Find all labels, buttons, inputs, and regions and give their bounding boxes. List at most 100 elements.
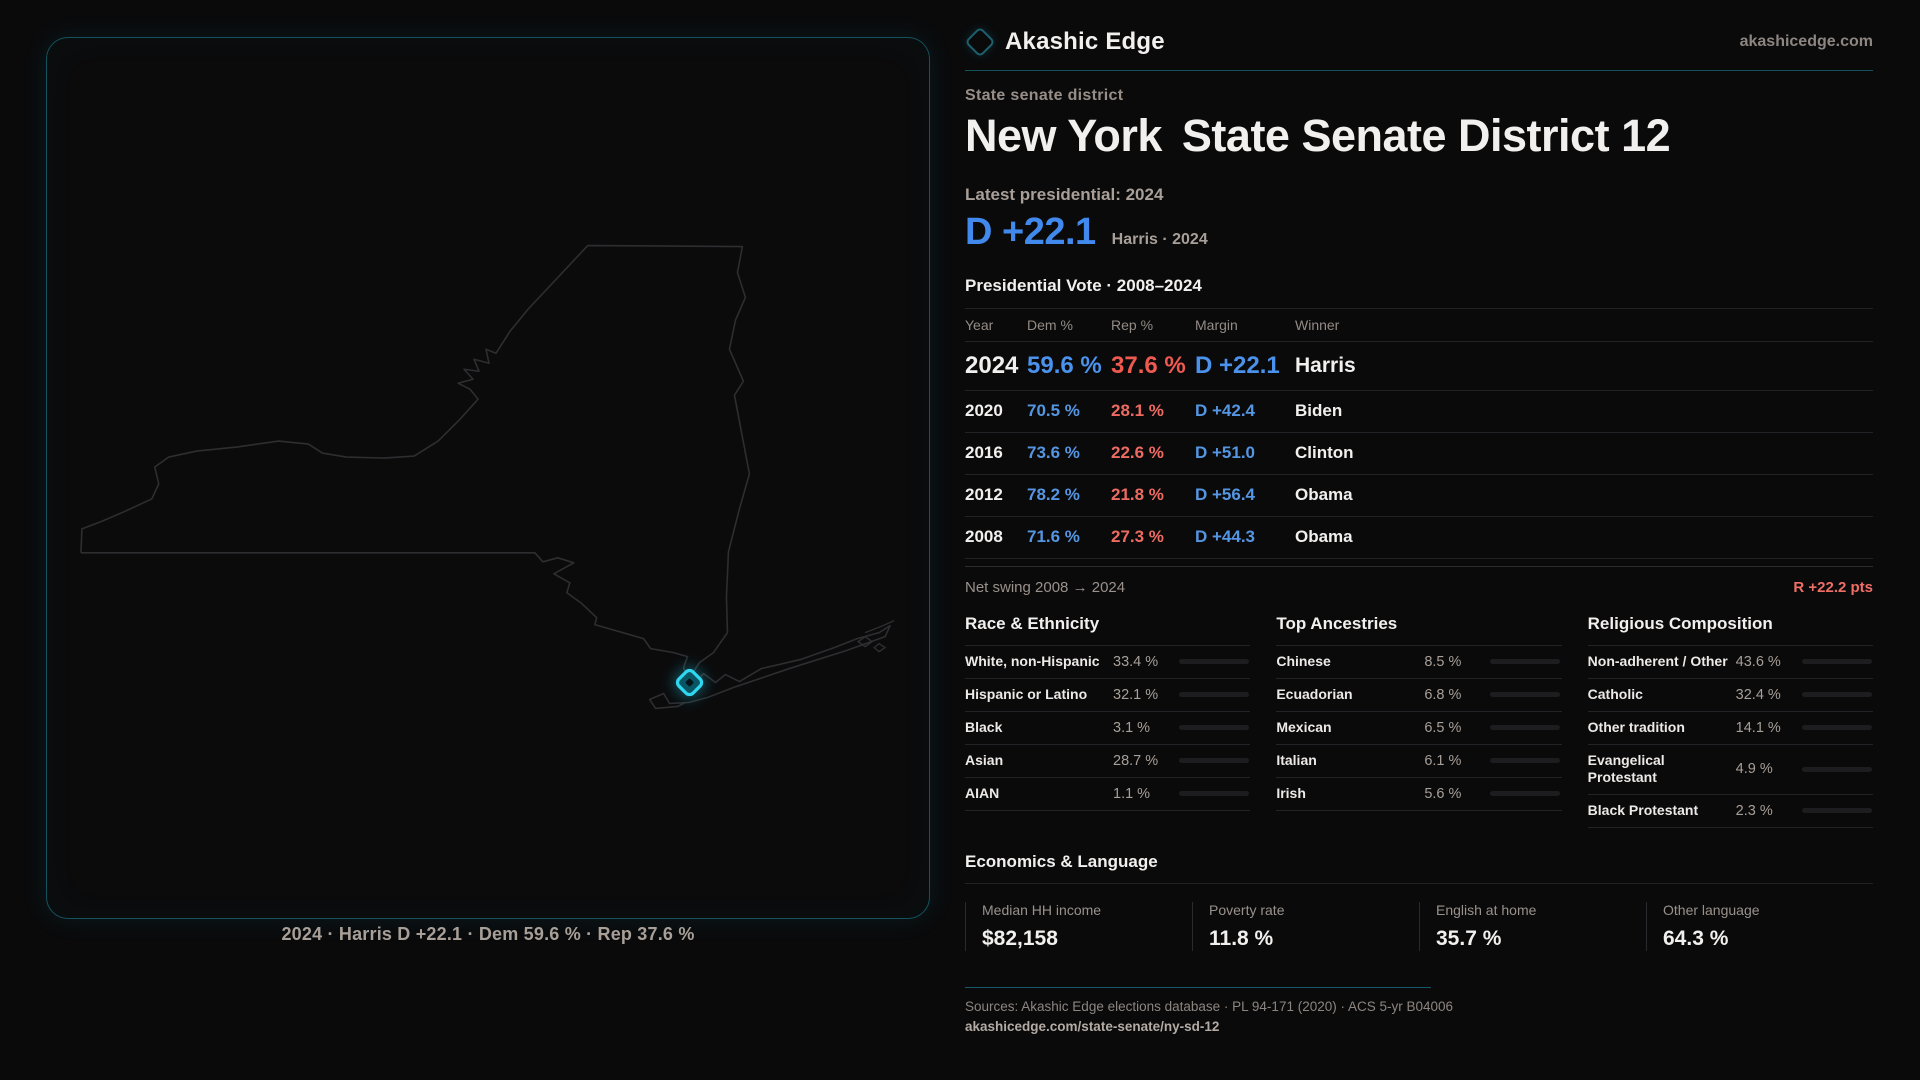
brand-name: Akashic Edge	[1005, 28, 1165, 55]
demo-value: 6.8 %	[1424, 686, 1462, 703]
cell-rep-pct: 27.3 %	[1111, 527, 1164, 547]
demo-bar-track	[1801, 692, 1872, 698]
col-dem: Dem %	[1027, 316, 1073, 333]
cell-rep-pct: 28.1 %	[1111, 401, 1164, 421]
title-state: New York	[965, 110, 1162, 161]
cell-year: 2016	[965, 443, 1003, 463]
stat-cell: Other language 64.3 %	[1646, 901, 1873, 951]
net-swing-row: Net swing 2008 → 2024 R +22.2 pts	[965, 579, 1873, 596]
list-item: Irish 5.6 %	[1276, 778, 1562, 811]
list-item: Asian 28.7 %	[965, 745, 1251, 778]
col-winner: Winner	[1295, 316, 1340, 333]
latest-presidential-label: Latest presidential: 2024	[965, 184, 1164, 204]
cell-dem-pct: 71.6 %	[1027, 527, 1080, 547]
table-row[interactable]: 2012 78.2 % 21.8 % D +56.4 Obama	[965, 475, 1873, 517]
brand-diamond-icon	[964, 26, 996, 58]
new-york-state-map[interactable]	[47, 38, 929, 918]
cell-margin: D +51.0	[1195, 443, 1256, 463]
demo-bar-track	[1179, 791, 1249, 797]
list-item: Other tradition 14.1 %	[1587, 712, 1873, 745]
demo-value: 32.4 %	[1735, 686, 1781, 703]
demo-label: AIAN	[965, 785, 1000, 802]
list-item: AIAN 1.1 %	[965, 778, 1251, 811]
list-item: Italian 6.1 %	[1276, 745, 1562, 778]
demo-bar-track	[1179, 758, 1249, 764]
demo-label: Italian	[1276, 752, 1317, 769]
demo-label: Catholic	[1587, 686, 1643, 703]
list-item: Mexican 6.5 %	[1276, 712, 1562, 745]
demo-value: 8.5 %	[1424, 653, 1462, 670]
list-item: White, non-Hispanic 33.4 %	[965, 646, 1251, 679]
cell-dem-pct: 70.5 %	[1027, 401, 1080, 421]
col-rep: Rep %	[1111, 316, 1154, 333]
list-item: Black 3.1 %	[965, 712, 1251, 745]
demo-value: 1.1 %	[1113, 785, 1151, 802]
sources-text: Sources: Akashic Edge elections database…	[965, 998, 1454, 1014]
stat-value: $82,158	[982, 926, 1058, 950]
demo-bar-track	[1801, 659, 1872, 665]
demo-value: 6.5 %	[1424, 719, 1462, 736]
demo-value: 4.9 %	[1735, 761, 1773, 778]
table-row[interactable]: 2024 59.6 % 37.6 % D +22.1 Harris	[965, 342, 1873, 391]
section-top-ancestries: Top Ancestries Chinese 8.5 % Ecuadorian …	[1276, 614, 1562, 828]
demo-value: 14.1 %	[1735, 719, 1781, 736]
demographics-grid: Race & Ethnicity White, non-Hispanic 33.…	[965, 614, 1873, 828]
district-marker	[673, 666, 706, 699]
demo-label: White, non-Hispanic	[965, 653, 1100, 670]
demo-label: Black Protestant	[1587, 802, 1699, 819]
demo-bar-track	[1179, 692, 1249, 698]
cell-rep-pct: 21.8 %	[1111, 485, 1164, 505]
demo-value: 43.6 %	[1735, 653, 1781, 670]
stat-value: 35.7 %	[1436, 926, 1502, 950]
presidential-vote-table: Year Dem % Rep % Margin Winner 2024 59.6…	[965, 307, 1873, 559]
cell-winner: Biden	[1295, 401, 1343, 421]
demo-value: 32.1 %	[1113, 686, 1159, 703]
permalink-url[interactable]: akashicedge.com/state-senate/ny-sd-12	[965, 1018, 1220, 1034]
table-bottom-divider	[965, 565, 1873, 567]
col-year: Year	[965, 316, 994, 333]
net-swing-label: Net swing 2008 → 2024	[965, 578, 1126, 596]
cell-year: 2020	[965, 401, 1003, 421]
headline-margin-value: D +22.1	[965, 210, 1096, 253]
net-swing-value: R +22.2 pts	[1793, 578, 1873, 596]
demo-label: Black	[965, 719, 1003, 736]
footer-divider	[965, 986, 1431, 988]
headline-margin-row: D +22.1 Harris · 2024	[965, 211, 1873, 254]
ny-outline-main	[80, 244, 751, 684]
demo-label: Other tradition	[1587, 719, 1685, 736]
demo-bar-track	[1490, 725, 1561, 731]
stat-cell: English at home 35.7 %	[1419, 901, 1646, 951]
vote-table-body: 2024 59.6 % 37.6 % D +22.1 Harris 2020 7…	[965, 342, 1873, 559]
page-title: New York State Senate District 12	[965, 113, 1873, 159]
cell-winner: Obama	[1295, 527, 1353, 547]
district-report: Akashic Edge akashicedge.com State senat…	[964, 26, 1873, 1034]
demo-label: Hispanic or Latino	[965, 686, 1088, 703]
vote-table-title: Presidential Vote · 2008–2024	[965, 275, 1202, 295]
demo-value: 5.6 %	[1424, 785, 1462, 802]
brand-site-link[interactable]: akashicedge.com	[1739, 33, 1873, 50]
table-row[interactable]: 2008 71.6 % 27.3 % D +44.3 Obama	[965, 517, 1873, 559]
map-caption: 2024 · Harris D +22.1 · Dem 59.6 % · Rep…	[281, 924, 695, 944]
list-item: Hispanic or Latino 32.1 %	[965, 679, 1251, 712]
demo-value: 33.4 %	[1113, 653, 1159, 670]
section-race-ethnicity: Race & Ethnicity White, non-Hispanic 33.…	[965, 614, 1251, 828]
demo-value: 3.1 %	[1113, 719, 1151, 736]
list-item: Ecuadorian 6.8 %	[1276, 679, 1562, 712]
demo-bar-track	[1179, 725, 1249, 731]
demo-bar-track	[1801, 808, 1872, 814]
cell-margin: D +44.3	[1195, 527, 1256, 547]
table-row[interactable]: 2020 70.5 % 28.1 % D +42.4 Biden	[965, 391, 1873, 433]
stat-cell: Median HH income $82,158	[965, 901, 1192, 951]
title-seat: State Senate District 12	[1181, 110, 1671, 161]
headline-margin-sub: Harris · 2024	[1111, 230, 1208, 248]
demo-label: Mexican	[1276, 719, 1332, 736]
stat-value: 11.8 %	[1209, 926, 1274, 950]
cell-year: 2012	[965, 485, 1003, 505]
cell-rep-pct: 22.6 %	[1111, 443, 1164, 463]
list-item: Evangelical Protestant 4.9 %	[1587, 745, 1873, 795]
table-row[interactable]: 2016 73.6 % 22.6 % D +51.0 Clinton	[965, 433, 1873, 475]
cell-year: 2024	[965, 351, 1019, 379]
demo-label: Evangelical Protestant	[1587, 751, 1665, 786]
cell-winner: Clinton	[1295, 443, 1354, 463]
demo-label: Asian	[965, 752, 1004, 769]
